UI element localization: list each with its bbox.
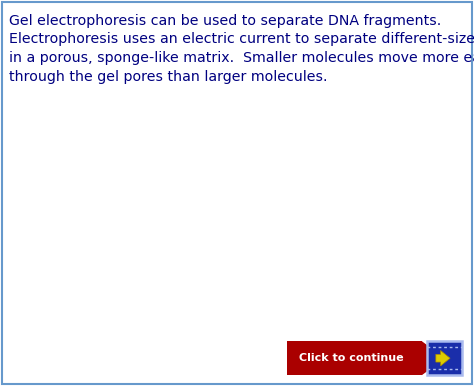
Text: Gel electrophoresis can be used to separate DNA fragments.
Electrophoresis uses : Gel electrophoresis can be used to separ… (9, 14, 474, 85)
FancyBboxPatch shape (427, 341, 462, 375)
Polygon shape (422, 341, 445, 375)
Text: Click to continue: Click to continue (299, 353, 404, 363)
FancyArrow shape (436, 350, 450, 366)
FancyBboxPatch shape (287, 341, 422, 375)
